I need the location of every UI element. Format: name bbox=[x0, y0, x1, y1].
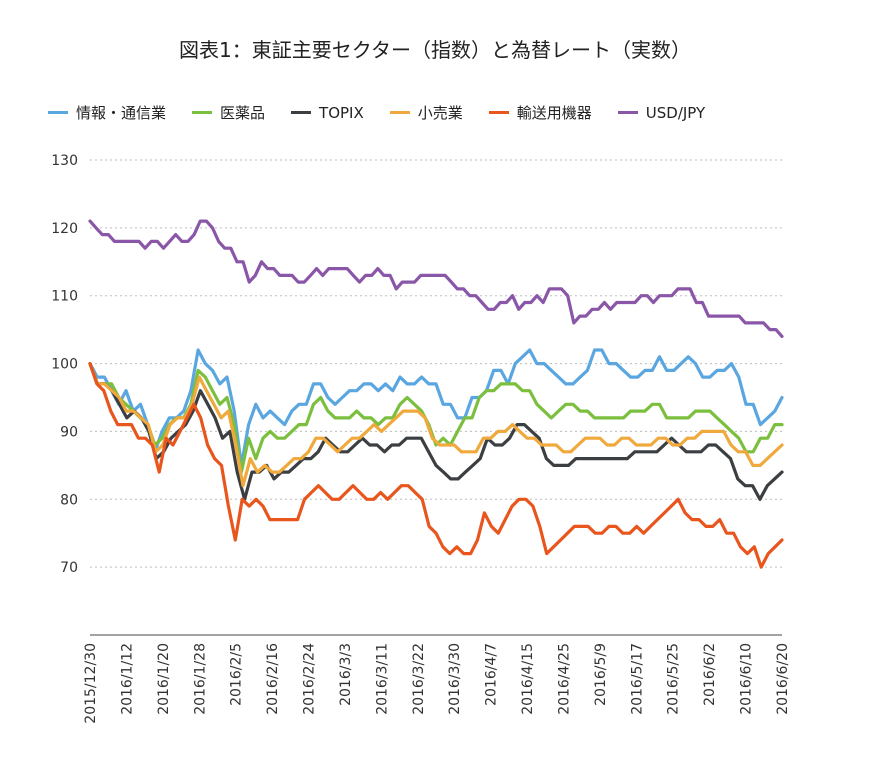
y-tick-label: 120 bbox=[51, 221, 78, 237]
series-line bbox=[88, 362, 784, 474]
x-tick-label: 2016/2/16 bbox=[265, 643, 281, 715]
x-tick-label: 2016/3/22 bbox=[411, 643, 427, 715]
legend-item: 輸送用機器 bbox=[488, 102, 592, 123]
x-tick-label: 2016/6/2 bbox=[702, 643, 718, 706]
x-tick-label: 2016/2/5 bbox=[229, 643, 245, 706]
legend-item: 小売業 bbox=[389, 102, 463, 123]
series-line bbox=[88, 362, 784, 501]
legend-label: 情報・通信業 bbox=[76, 104, 167, 122]
legend-label: TOPIX bbox=[319, 103, 364, 122]
y-tick-label: 80 bbox=[60, 492, 78, 508]
legend-item: TOPIX bbox=[291, 102, 364, 123]
x-tick-label: 2016/3/3 bbox=[338, 643, 354, 706]
y-tick-label: 110 bbox=[51, 289, 78, 305]
x-tick-label: 2016/1/28 bbox=[192, 643, 208, 715]
series-line bbox=[88, 348, 784, 467]
legend-label: USD/JPY bbox=[645, 103, 706, 122]
legend-swatch bbox=[617, 111, 638, 114]
y-tick-label: 100 bbox=[51, 357, 78, 373]
x-tick-label: 2016/4/15 bbox=[520, 643, 536, 715]
legend-swatch bbox=[488, 111, 509, 114]
x-tick-label: 2016/6/10 bbox=[739, 643, 755, 715]
series-line bbox=[88, 219, 784, 338]
x-tick-label: 2016/5/25 bbox=[666, 643, 682, 715]
series-line bbox=[88, 362, 784, 569]
legend-swatch bbox=[192, 111, 213, 114]
legend: 情報・通信業 医薬品 TOPIX 小売業 輸送用機器 USD/JPY bbox=[48, 102, 731, 123]
legend-swatch bbox=[48, 111, 68, 114]
x-tick-label: 2016/1/20 bbox=[156, 643, 172, 715]
x-tick-label: 2016/4/25 bbox=[556, 643, 572, 715]
legend-swatch bbox=[291, 111, 312, 114]
legend-swatch bbox=[389, 111, 410, 114]
legend-label: 医薬品 bbox=[220, 104, 266, 122]
y-tick-label: 130 bbox=[51, 153, 78, 169]
x-tick-label: 2016/3/30 bbox=[447, 643, 463, 715]
x-tick-label: 2015/12/30 bbox=[83, 643, 99, 724]
legend-label: 小売業 bbox=[417, 104, 463, 122]
x-tick-label: 2016/6/20 bbox=[775, 643, 791, 715]
series-line bbox=[88, 362, 784, 488]
legend-label: 輸送用機器 bbox=[516, 104, 592, 122]
legend-item: USD/JPY bbox=[617, 102, 706, 123]
legend-item: 医薬品 bbox=[192, 102, 265, 123]
x-tick-label: 2016/5/9 bbox=[593, 643, 609, 706]
legend-item: 情報・通信業 bbox=[48, 102, 166, 123]
chart-title: 図表1：東証主要セクター（指数）と為替レート（実数） bbox=[179, 38, 691, 62]
x-tick-label: 2016/5/17 bbox=[629, 643, 645, 715]
x-tick-label: 2016/2/24 bbox=[302, 643, 318, 715]
x-tick-label: 2016/3/11 bbox=[374, 643, 390, 715]
y-tick-label: 90 bbox=[60, 424, 78, 440]
y-tick-label: 70 bbox=[60, 560, 78, 576]
x-tick-label: 2016/4/7 bbox=[484, 643, 500, 706]
x-tick-label: 2016/1/12 bbox=[119, 643, 135, 715]
